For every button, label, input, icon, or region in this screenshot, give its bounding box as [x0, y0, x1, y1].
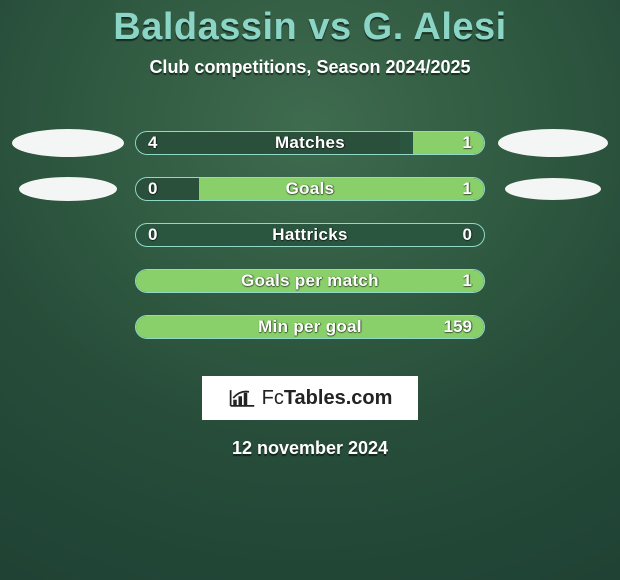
stat-label: Min per goal [136, 317, 484, 337]
right-side-slot [485, 178, 620, 200]
stat-bar: 4Matches1 [135, 131, 485, 155]
avatar-ellipse [505, 178, 601, 200]
stat-label: Goals [136, 179, 484, 199]
right-value: 159 [444, 317, 472, 337]
stat-label: Goals per match [136, 271, 484, 291]
right-side-slot [485, 129, 620, 157]
stat-row: 4Matches1 [0, 120, 620, 166]
branding-badge: FcTables.com [202, 376, 418, 420]
page-title: Baldassin vs G. Alesi [0, 0, 620, 49]
avatar-ellipse [19, 177, 117, 201]
avatar-ellipse [498, 129, 608, 157]
chart-icon [228, 387, 256, 409]
page-subtitle: Club competitions, Season 2024/2025 [0, 57, 620, 78]
stat-bar: Min per goal159 [135, 315, 485, 339]
stat-bar: 0Hattricks0 [135, 223, 485, 247]
stat-rows: 4Matches10Goals10Hattricks0Goals per mat… [0, 120, 620, 350]
stat-bar: 0Goals1 [135, 177, 485, 201]
stat-row: Min per goal159 [0, 304, 620, 350]
comparison-card: Baldassin vs G. Alesi Club competitions,… [0, 0, 620, 580]
right-value: 1 [463, 133, 472, 153]
branding-text: FcTables.com [262, 387, 393, 410]
left-side-slot [0, 177, 135, 201]
right-value: 1 [463, 179, 472, 199]
left-side-slot [0, 129, 135, 157]
date-label: 12 november 2024 [0, 438, 620, 459]
stat-row: 0Hattricks0 [0, 212, 620, 258]
right-value: 0 [463, 225, 472, 245]
right-value: 1 [463, 271, 472, 291]
stat-bar: Goals per match1 [135, 269, 485, 293]
stat-label: Hattricks [136, 225, 484, 245]
stat-row: Goals per match1 [0, 258, 620, 304]
avatar-ellipse [12, 129, 124, 157]
stat-row: 0Goals1 [0, 166, 620, 212]
stat-label: Matches [136, 133, 484, 153]
